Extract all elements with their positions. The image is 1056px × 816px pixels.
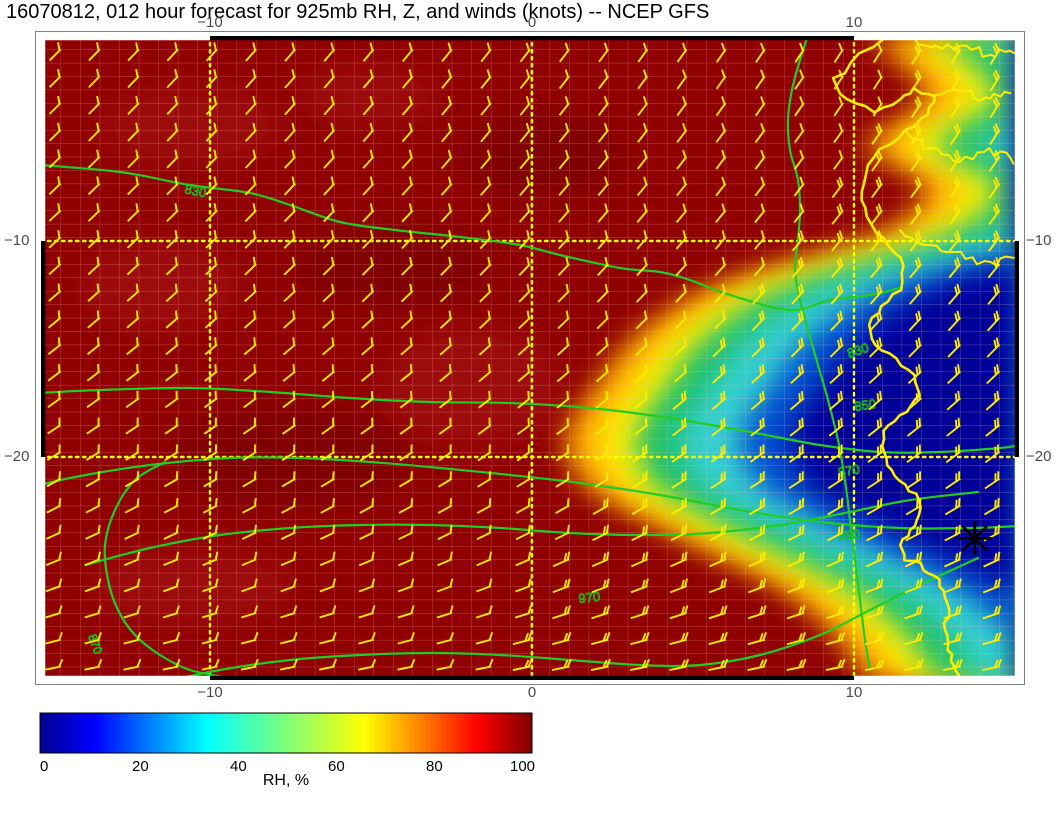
svg-text:40: 40 <box>230 758 247 775</box>
svg-text:20: 20 <box>132 758 149 775</box>
svg-text:80: 80 <box>426 758 443 775</box>
svg-text:100: 100 <box>510 758 535 775</box>
svg-text:0: 0 <box>40 758 48 775</box>
svg-text:60: 60 <box>328 758 345 775</box>
svg-text:970: 970 <box>578 589 601 606</box>
svg-text:RH, %: RH, % <box>263 772 309 789</box>
